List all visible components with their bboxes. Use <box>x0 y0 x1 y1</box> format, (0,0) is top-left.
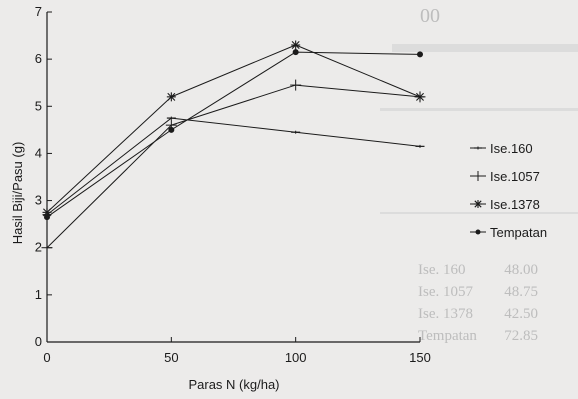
data-point <box>290 79 302 91</box>
axes: 0 1 2 3 4 5 6 7 0 50 100 150 <box>35 4 431 365</box>
x-tick-label: 0 <box>43 350 50 365</box>
legend: Ise.160 Ise.1057 Ise.1378 Tempatan <box>470 141 547 240</box>
legend-label: Tempatan <box>490 225 547 240</box>
legend-marker <box>474 200 482 208</box>
y-tick-label: 3 <box>35 193 42 208</box>
series-tempatan <box>44 49 423 221</box>
ghost-line <box>392 44 578 52</box>
ghost-line <box>380 108 578 111</box>
ghost-row-label: Ise. 160 <box>418 262 466 278</box>
data-point <box>415 92 425 102</box>
data-point <box>292 49 299 56</box>
series-line <box>46 51 421 218</box>
y-tick-label: 5 <box>35 98 42 113</box>
ghost-row-value: 48.00 <box>504 262 538 278</box>
legend-marker <box>475 229 481 235</box>
dot-marker-shape <box>292 49 299 56</box>
series-line <box>46 44 421 213</box>
data-point <box>44 214 50 221</box>
legend-item: Ise.160 <box>470 141 533 156</box>
legend-label: Ise.1057 <box>490 169 540 184</box>
series-ise-1057 <box>41 79 426 254</box>
ghost-row-label: Ise. 1378 <box>418 306 473 322</box>
series-ise-160 <box>42 116 425 217</box>
legend-marker <box>474 146 482 150</box>
x-tick-label: 100 <box>285 350 307 365</box>
data-point <box>166 116 176 120</box>
bleed-through-text: 00 Ise. 160 48.00 Ise. 1057 48.75 Ise. 1378 4… <box>380 5 578 344</box>
ghost-row-label: Ise. 1057 <box>418 284 473 300</box>
data-point <box>168 126 175 133</box>
legend-label: Ise.1378 <box>490 197 540 212</box>
ghost-line <box>380 212 578 214</box>
y-tick-label: 1 <box>35 287 42 302</box>
data-point <box>41 242 53 254</box>
data-point <box>42 207 52 217</box>
data-point <box>166 92 176 102</box>
legend-item: Ise.1378 <box>470 197 540 212</box>
ghost-row-value: 72.85 <box>504 328 538 344</box>
ghost-header: 00 <box>420 5 440 27</box>
y-tick-label: 7 <box>35 4 42 19</box>
series-layer <box>41 40 426 254</box>
series-ise-1378 <box>42 40 425 217</box>
dot-marker-shape <box>417 51 423 58</box>
legend-item: Tempatan <box>470 225 547 240</box>
series-line <box>46 84 421 249</box>
y-axis-label: Hasil Biji/Pasu (g) <box>10 142 25 245</box>
x-tick-label: 50 <box>164 350 178 365</box>
ghost-row-value: 42.50 <box>504 306 538 322</box>
data-point <box>417 51 423 58</box>
legend-label: Ise.160 <box>490 141 533 156</box>
series-line <box>46 117 421 216</box>
y-tick-label: 4 <box>35 145 42 160</box>
ghost-row-label: Tempatan <box>418 328 477 344</box>
y-tick-label: 2 <box>35 240 42 255</box>
dot-marker-shape <box>475 229 481 235</box>
x-tick-label: 150 <box>409 350 431 365</box>
y-tick-label: 0 <box>35 334 42 349</box>
legend-item: Ise.1057 <box>470 169 540 184</box>
x-axis-label: Paras N (kg/ha) <box>188 377 279 392</box>
data-point <box>415 144 425 148</box>
data-point <box>291 130 301 134</box>
y-tick-label: 6 <box>35 51 42 66</box>
ghost-row-value: 48.75 <box>504 284 538 300</box>
dot-marker-shape <box>44 214 50 221</box>
dot-marker-shape <box>168 126 175 133</box>
data-point <box>291 40 301 50</box>
legend-marker <box>473 171 483 181</box>
